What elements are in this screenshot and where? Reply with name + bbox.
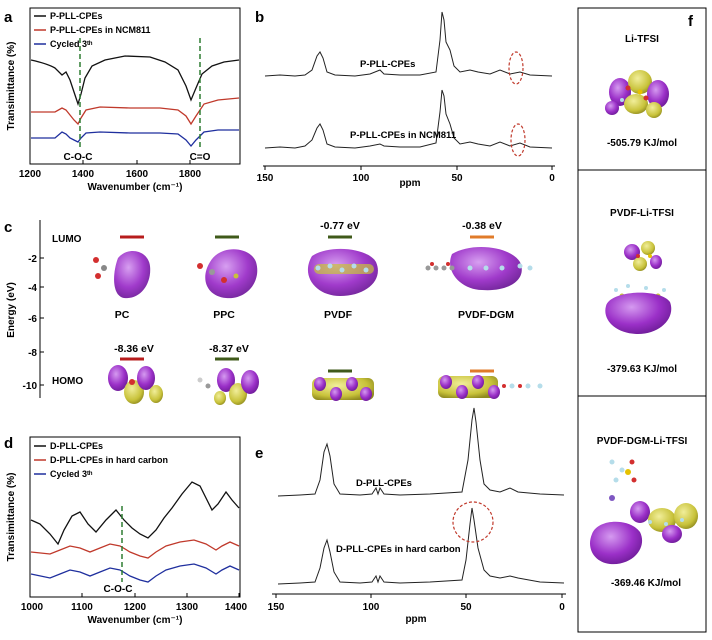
binding-energy: -369.46 KJ/mol	[611, 578, 681, 589]
panel-letter: b	[255, 9, 264, 26]
x-tick-label: 50	[460, 602, 472, 613]
x-tick-label: 100	[363, 602, 380, 613]
lumo-orbital-ppc	[197, 249, 258, 299]
y-axis-label: Energy (eV)	[6, 282, 17, 338]
box-title: Li-TFSI	[625, 34, 659, 45]
box-title: PVDF-DGM-Li-TFSI	[597, 436, 688, 447]
panel-f: f Li-TFSI -505.79 KJ/mol PVDF-Li-TFSI	[577, 7, 707, 633]
molecule-label: PPC	[213, 309, 235, 321]
x-tick-label: 1000	[21, 602, 44, 613]
panel-letter: f	[688, 13, 694, 30]
y-axis-label: Transimittance (%)	[6, 42, 17, 131]
y-tick-label: -2	[28, 254, 37, 265]
x-tick-label: 0	[549, 173, 555, 184]
y-tick-label: -8	[28, 348, 37, 359]
annotation-coc: C-O-C	[64, 152, 93, 163]
x-tick-label: 1600	[126, 169, 149, 180]
homo-value: -8.37 eV	[209, 343, 249, 355]
x-tick-label: 100	[353, 173, 370, 184]
molecule-label: PC	[115, 309, 130, 321]
lumo-value: -0.38 eV	[462, 220, 502, 232]
y-tick-label: -4	[28, 283, 37, 294]
spectrum-red	[31, 97, 240, 126]
x-tick-label: 1800	[179, 169, 202, 180]
highlight-circle	[452, 501, 494, 543]
panel-a: a Transimittance (%) Wavenumber (cm⁻¹) 1…	[4, 7, 241, 193]
plot-frame	[29, 7, 241, 165]
homo-orbital-pc	[108, 365, 163, 404]
nmr-spectrum-top	[264, 11, 553, 77]
spectrum-black	[30, 481, 240, 546]
binding-energy: -379.63 KJ/mol	[607, 364, 677, 375]
panel-e: e 150 100 50 0 ppm D-PLL-CPEs D-PLL-CPEs…	[255, 407, 566, 625]
spectrum-black	[30, 55, 240, 107]
x-axis-label: ppm	[399, 178, 420, 189]
molecule-label: PVDF	[324, 309, 353, 321]
legend-entry: Cycled 3ᵗʰ	[50, 39, 93, 49]
panel-letter: e	[255, 445, 263, 462]
orbital-pvdf-li-tfsi	[605, 241, 672, 334]
binding-energy: -505.79 KJ/mol	[607, 138, 677, 149]
x-tick-label: 1200	[19, 169, 42, 180]
spectrum-label: P-PLL-CPEs	[360, 59, 415, 70]
spectrum-label: D-PLL-CPEs in hard carbon	[336, 544, 461, 555]
x-tick-label: 0	[559, 602, 565, 613]
orbital-li-tfsi	[605, 70, 669, 118]
lumo-orbital-pvdf-dgm	[425, 247, 533, 291]
panel-b: b 150 100 50 0 ppm P-PLL-CPEs P-PLL-CPEs…	[255, 9, 555, 189]
lumo-orbital-pc	[93, 251, 151, 299]
x-tick-label: 150	[257, 173, 274, 184]
legend-entry: P-PLL-CPEs	[50, 11, 103, 21]
spectrum-blue	[31, 129, 239, 148]
legend-entry: P-PLL-CPEs in NCM811	[50, 25, 151, 35]
spectrum-red	[30, 539, 240, 559]
box-title: PVDF-Li-TFSI	[610, 208, 674, 219]
y-tick-label: -6	[28, 314, 37, 325]
spectrum-blue	[30, 563, 240, 583]
highlight-circle	[508, 51, 524, 85]
homo-value: -8.36 eV	[114, 343, 154, 355]
y-axis-label: Transimittance (%)	[6, 473, 17, 562]
homo-orbital-pvdf	[312, 377, 374, 401]
x-axis-label: Wavenumber (cm⁻¹)	[88, 182, 183, 193]
panel-d: d Transimittance (%) Wavenumber (cm⁻¹) 1…	[4, 435, 248, 626]
panel-letter: d	[4, 435, 13, 452]
annotation-co: C=O	[190, 152, 211, 163]
legend-entry: D-PLL-CPEs in hard carbon	[50, 455, 168, 465]
lumo-value: -0.77 eV	[320, 220, 360, 232]
lumo-orbital-pvdf	[307, 248, 378, 296]
x-tick-label: 50	[451, 173, 463, 184]
x-axis-label: ppm	[405, 614, 426, 625]
homo-label: HOMO	[52, 376, 83, 387]
homo-orbital-pvdf-dgm	[438, 375, 543, 399]
legend-entry: Cycled 3ᵗʰ	[50, 469, 93, 479]
panel-frame	[577, 7, 707, 633]
x-tick-label: 1400	[72, 169, 95, 180]
annotation-coc: C-O-C	[104, 584, 133, 595]
panel-letter: a	[4, 9, 13, 26]
panel-letter: c	[4, 219, 12, 236]
x-axis-label: Wavenumber (cm⁻¹)	[88, 615, 183, 626]
nmr-spectrum-top	[277, 407, 565, 497]
panel-c: c Energy (eV) -2 -4 -6 -8 -10 LUMO HOMO …	[4, 219, 543, 405]
nmr-spectrum-bottom	[277, 507, 565, 585]
x-tick-label: 1400	[225, 602, 248, 613]
molecule-label: PVDF-DGM	[458, 309, 514, 321]
orbital-pvdf-dgm-li-tfsi	[590, 459, 698, 565]
legend-entry: D-PLL-CPEs	[50, 441, 103, 451]
spectrum-label: D-PLL-CPEs	[356, 478, 412, 489]
lumo-label: LUMO	[52, 234, 82, 245]
x-tick-label: 150	[268, 602, 285, 613]
y-tick-label: -10	[23, 381, 38, 392]
nmr-spectrum-bottom	[264, 89, 553, 149]
x-tick-label: 1200	[124, 602, 147, 613]
spectrum-label: P-PLL-CPEs in NCM811	[350, 130, 457, 141]
highlight-circle	[510, 123, 526, 157]
x-tick-label: 1100	[71, 602, 93, 613]
homo-orbital-ppc	[197, 368, 259, 405]
x-tick-label: 1300	[176, 602, 199, 613]
